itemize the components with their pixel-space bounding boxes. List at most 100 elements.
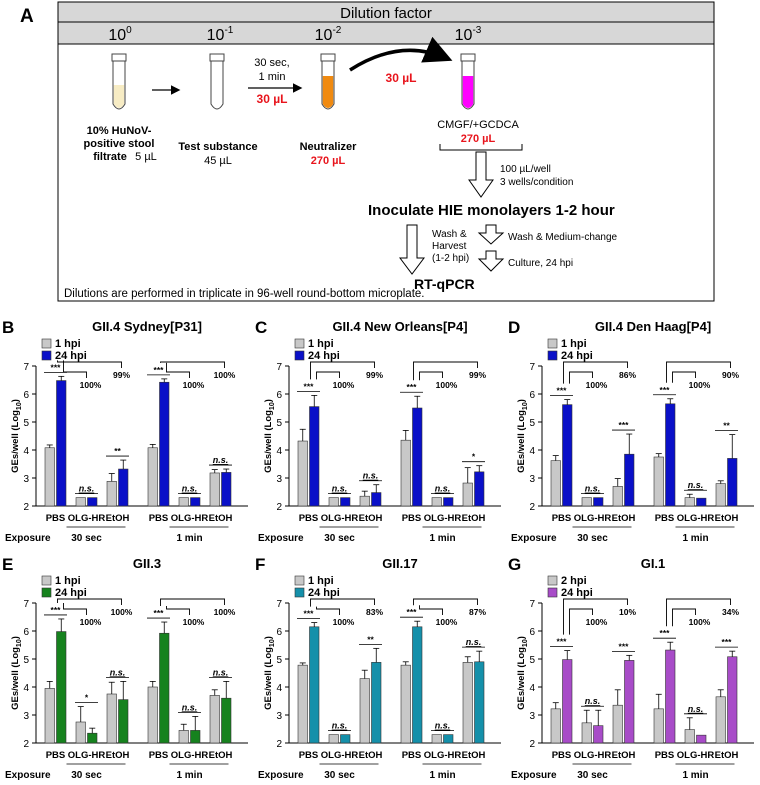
bar — [209, 695, 220, 744]
x-tick-label: OLG-HR — [321, 513, 359, 524]
significance-label: *** — [722, 637, 733, 647]
panel-letter: C — [255, 318, 267, 337]
legend-swatch — [547, 587, 558, 598]
bar — [593, 725, 604, 744]
bar — [431, 734, 442, 744]
x-tick-label: OLG-HR — [171, 750, 209, 761]
significance-label: n.s. — [435, 484, 451, 494]
bar — [297, 664, 308, 744]
x-tick-label: EtOH — [462, 513, 486, 524]
x-tick-label: EtOH — [715, 513, 739, 524]
y-tick-label: 6 — [276, 390, 282, 401]
legend-label: 2 hpi — [561, 575, 587, 587]
reduction-etoh: 86% — [619, 370, 636, 380]
reduction-olg: 100% — [436, 380, 458, 390]
y-tick-label: 3 — [23, 711, 29, 722]
pool-bracket — [439, 144, 523, 151]
significance-label: n.s. — [688, 480, 704, 490]
tube2-volume: 45 µL — [204, 155, 232, 167]
bar — [159, 632, 170, 744]
y-tick-label: 7 — [23, 362, 29, 373]
bracket-olg — [419, 605, 443, 615]
incubation-time-1: 30 sec, — [254, 57, 289, 69]
bar — [44, 447, 55, 507]
bracket-etoh — [57, 598, 122, 605]
wells-per-condition-1: 100 µL/well — [500, 164, 551, 175]
bar — [684, 497, 695, 507]
bracket-olg — [63, 360, 87, 378]
y-tick-label: 2 — [23, 739, 29, 750]
tube-cmgf — [460, 53, 476, 110]
hollow-arrow-medium — [477, 224, 505, 245]
bracket-etoh — [666, 598, 731, 627]
bar — [612, 704, 623, 744]
bar — [87, 732, 98, 744]
bar — [147, 686, 158, 744]
significance-label: *** — [407, 382, 418, 392]
x-axis-label: Exposure — [258, 770, 304, 781]
significance-label: n.s. — [213, 667, 229, 677]
chart-title: GII.4 Den Haag[P4] — [595, 319, 711, 334]
bracket-etoh — [160, 361, 225, 368]
bar — [550, 708, 561, 744]
y-tick-label: 2 — [529, 502, 535, 513]
group-label: 1 min — [176, 533, 202, 544]
y-tick-label: 4 — [23, 446, 29, 457]
bar — [328, 734, 339, 744]
rt-qpcr-step: RT-qPCR — [414, 276, 475, 292]
legend-label: 24 hpi — [561, 587, 593, 599]
y-axis-label: GEs/well (Log10) — [263, 636, 276, 710]
x-tick-label: OLG-HR — [424, 513, 462, 524]
bracket-etoh — [57, 360, 122, 368]
transfer-volume-2: 30 µL — [386, 71, 417, 85]
significance-label: *** — [304, 609, 315, 619]
bar — [359, 678, 370, 744]
x-tick-label: PBS — [299, 750, 319, 761]
dilution-label-3: 10-3 — [455, 25, 482, 44]
group-label: 1 min — [429, 770, 455, 781]
bar — [653, 456, 664, 507]
significance-label: n.s. — [332, 484, 348, 494]
tube1-label-2: positive stool — [84, 138, 155, 150]
legend-swatch — [41, 587, 52, 598]
bar — [665, 649, 676, 744]
x-tick-label: PBS — [46, 513, 66, 524]
y-axis-label: GEs/well (Log10) — [516, 636, 529, 710]
x-tick-label: OLG-HR — [677, 513, 715, 524]
bar — [727, 458, 738, 507]
bar — [147, 447, 158, 507]
significance-label: *** — [51, 605, 62, 615]
y-tick-label: 7 — [23, 599, 29, 610]
x-tick-label: EtOH — [106, 513, 130, 524]
legend-label: 1 hpi — [561, 338, 587, 350]
hollow-arrow-wells — [468, 151, 494, 198]
y-tick-label: 3 — [23, 474, 29, 485]
x-tick-label: PBS — [149, 513, 169, 524]
legend-swatch — [547, 350, 558, 361]
panel-letter: B — [2, 318, 14, 337]
bar — [715, 483, 726, 507]
tube3-volume: 270 µL — [311, 155, 346, 167]
x-tick-label: PBS — [299, 513, 319, 524]
y-tick-label: 6 — [276, 627, 282, 638]
bracket-etoh — [563, 361, 628, 384]
significance-label: *** — [407, 607, 418, 617]
bar — [359, 495, 370, 507]
x-tick-label: EtOH — [209, 513, 233, 524]
legend-label: 1 hpi — [55, 338, 81, 350]
significance-label: *** — [660, 385, 671, 395]
bar — [328, 497, 339, 507]
dilution-label-1: 10-1 — [207, 25, 234, 44]
x-tick-label: PBS — [552, 513, 572, 524]
bracket-etoh — [310, 598, 375, 607]
x-axis-label: Exposure — [5, 770, 51, 781]
reduction-olg: 100% — [689, 380, 711, 390]
bracket-olg — [569, 371, 593, 384]
significance-label: *** — [619, 641, 630, 651]
legend-swatch — [41, 338, 52, 349]
group-label: 1 min — [682, 533, 708, 544]
y-axis-label: GEs/well (Log10) — [516, 399, 529, 473]
